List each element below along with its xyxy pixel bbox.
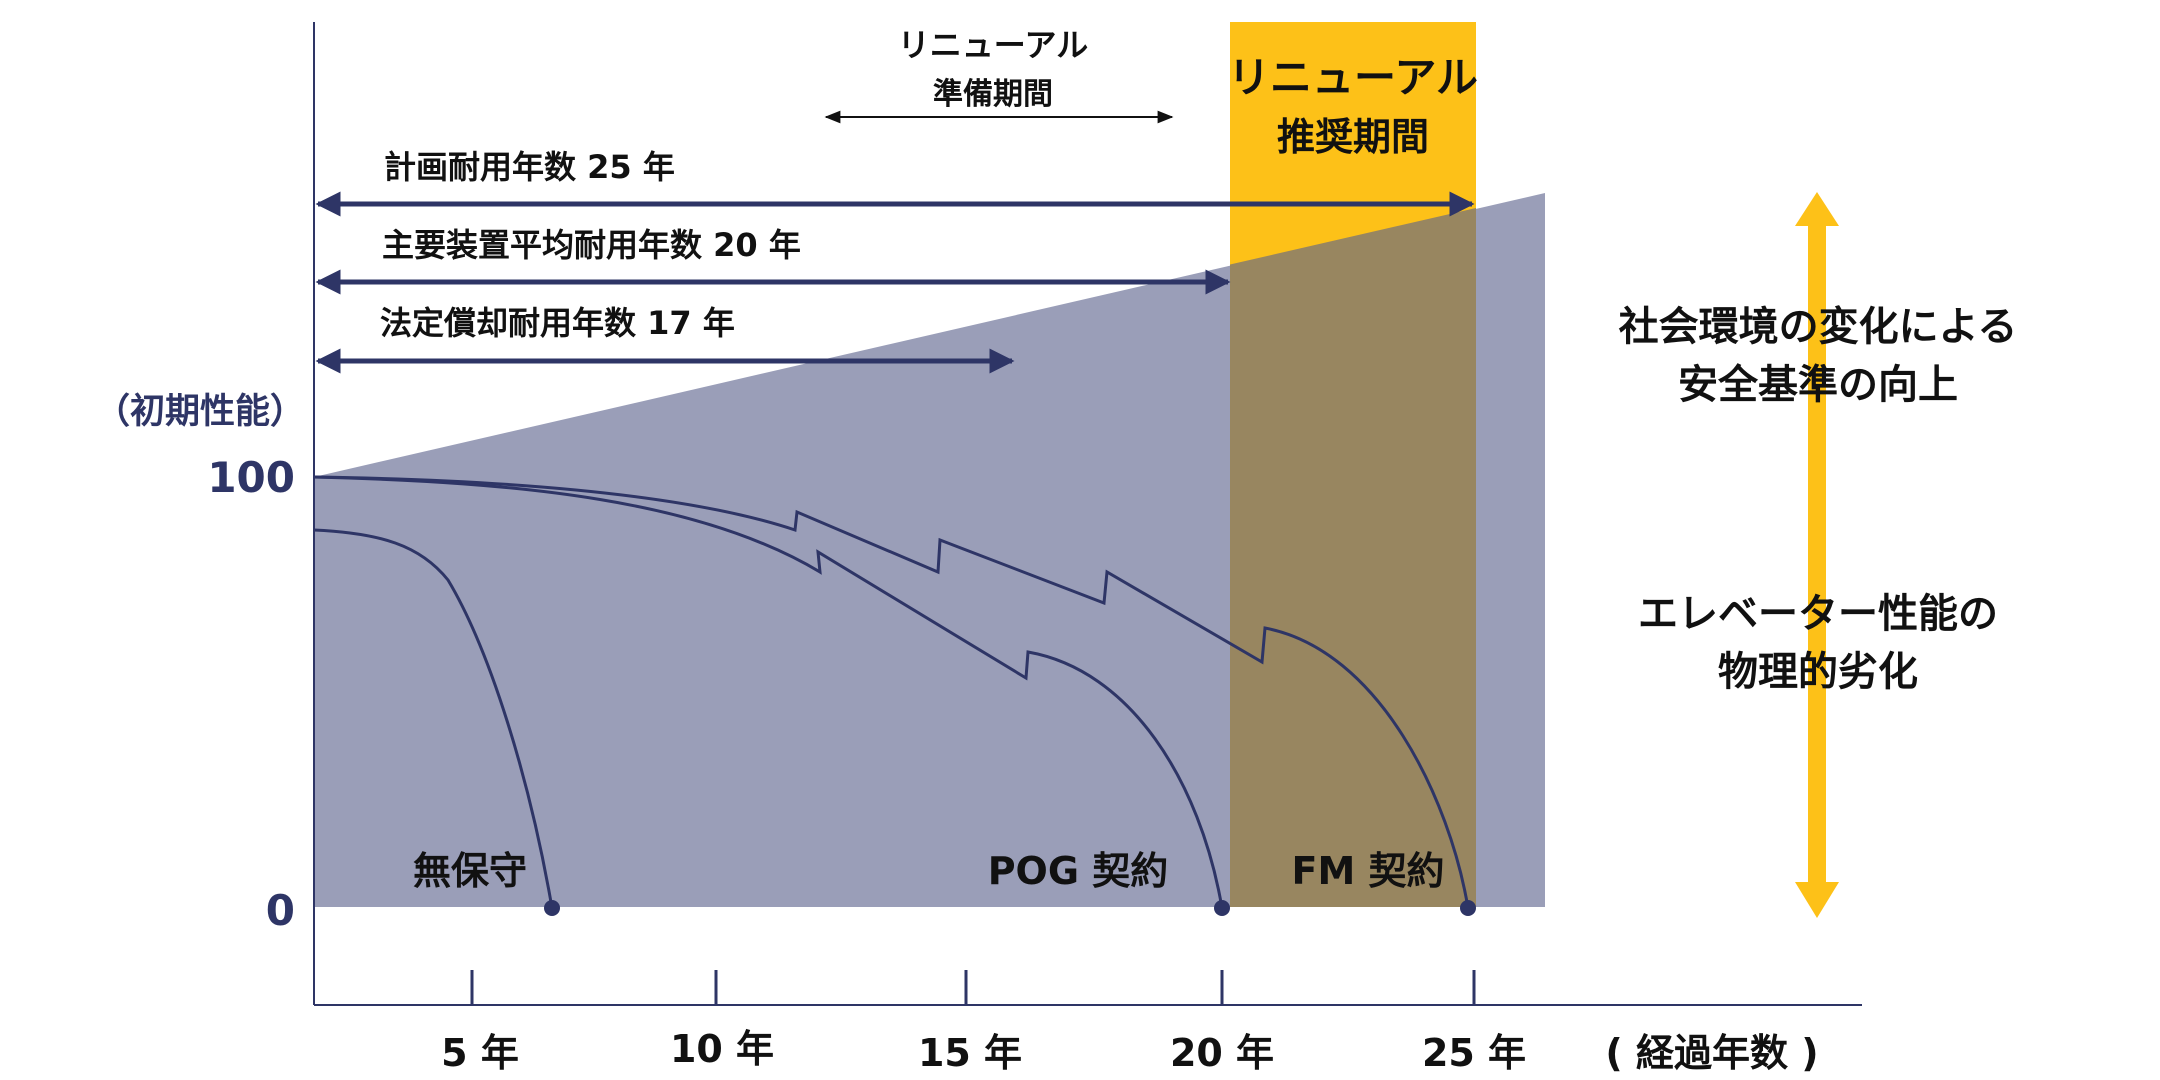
lifespan-17-label: 法定償却耐用年数 17 年: [380, 304, 735, 342]
y-tick-100: 100: [207, 453, 295, 502]
renewal-prep-title: リニューアル: [898, 26, 1088, 64]
endpoint-fm: [1460, 900, 1476, 916]
curve-no-maintenance: [313, 528, 554, 909]
x-tick-label-20: 20 年: [1170, 1031, 1274, 1075]
curve-label-no-maintenance: 無保守: [413, 849, 527, 893]
y-tick-0: 0: [266, 886, 295, 935]
lifespan-20-label: 主要装置平均耐用年数 20 年: [382, 226, 801, 264]
renewal-recommended-subtitle: 推奨期間: [1277, 115, 1429, 159]
x-tick-label-10: 10 年: [670, 1027, 774, 1071]
safety-standard-label-2: 安全基準の向上: [1678, 362, 1958, 408]
curve-pog-contract: [313, 475, 1224, 909]
x-axis-caption: ( 経過年数 ): [1605, 1031, 1818, 1075]
safety-standard-label-1: 社会環境の変化による: [1619, 304, 2018, 350]
x-tick-label-5: 5 年: [441, 1031, 519, 1075]
renewal-recommended-title: リニューアル: [1228, 53, 1478, 102]
vertical-range-arrow: [1795, 192, 1839, 918]
curve-label-pog: POG 契約: [988, 849, 1169, 893]
x-tick-label-25: 25 年: [1422, 1031, 1526, 1075]
curve-label-fm: FM 契約: [1291, 849, 1444, 893]
physical-degradation-label-1: エレベーター性能の: [1638, 591, 1998, 637]
endpoint-no-maintenance: [544, 900, 560, 916]
y-axis-caption: （初期性能）: [95, 392, 305, 432]
lifespan-25-label: 計画耐用年数 25 年: [384, 148, 675, 186]
x-tick-label-15: 15 年: [918, 1031, 1022, 1075]
curve-fm-contract: [313, 475, 1470, 909]
endpoint-pog: [1214, 900, 1230, 916]
physical-degradation-label-2: 物理的劣化: [1718, 649, 1918, 695]
renewal-prep-subtitle: 準備期間: [933, 77, 1053, 112]
renewal-band-overlap: [1230, 208, 1476, 907]
